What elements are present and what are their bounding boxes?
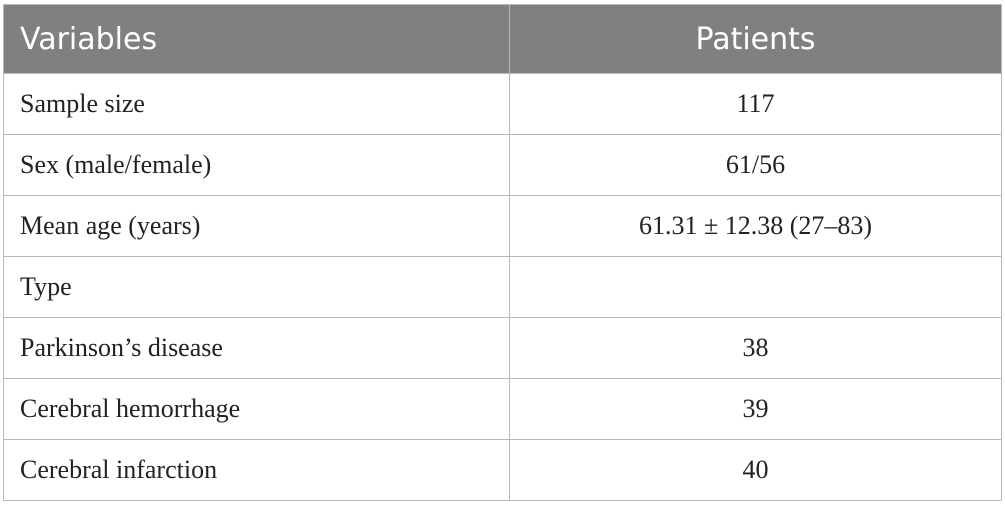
table-cell: 61/56: [509, 134, 1002, 196]
table-row: Type: [3, 256, 1002, 318]
table-cell: Sex (male/female): [3, 134, 510, 196]
table-cell: Cerebral infarction: [3, 439, 510, 501]
table-row: Parkinson’s disease 38: [3, 317, 1002, 379]
column-header: Variables: [3, 4, 510, 74]
table-cell: 117: [509, 73, 1002, 135]
table-row: Cerebral hemorrhage 39: [3, 378, 1002, 440]
table-body: Sample size 117 Sex (male/female) 61/56 Mean…: [3, 73, 1002, 501]
table-cell: Sample size: [3, 73, 510, 135]
table-cell: Type: [3, 256, 510, 318]
table-cell: 39: [509, 378, 1002, 440]
table-cell: Mean age (years): [3, 195, 510, 257]
table-cell: 38: [509, 317, 1002, 379]
header-row: Variables Patients: [3, 4, 1002, 74]
table-row: Sex (male/female) 61/56: [3, 134, 1002, 196]
table-cell: 40: [509, 439, 1002, 501]
data-table: Variables Patients Sample size 117 Sex (mal…: [3, 4, 1002, 501]
table-row: Mean age (years) 61.31 ± 12.38 (27–83): [3, 195, 1002, 257]
column-header: Patients: [509, 4, 1002, 74]
table-row: Sample size 117: [3, 73, 1002, 135]
table-cell: [509, 256, 1002, 318]
table-cell: 61.31 ± 12.38 (27–83): [509, 195, 1002, 257]
table-cell: Parkinson’s disease: [3, 317, 510, 379]
table-cell: Cerebral hemorrhage: [3, 378, 510, 440]
table-row: Cerebral infarction 40: [3, 439, 1002, 501]
